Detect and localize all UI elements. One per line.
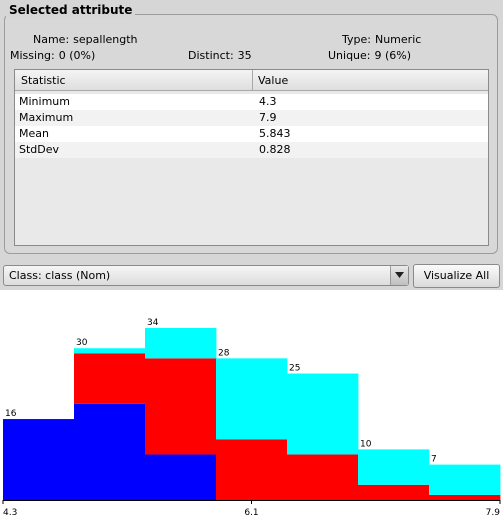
missing-value: 0 (0%) bbox=[58, 49, 96, 62]
stat-cell: Minimum bbox=[19, 95, 70, 108]
type-label: Type: bbox=[342, 33, 371, 46]
distinct-info: Distinct: 35 bbox=[188, 49, 252, 62]
visualize-all-button[interactable]: Visualize All bbox=[413, 264, 500, 288]
histogram-bar-segment bbox=[145, 454, 217, 500]
histogram-bar-segment bbox=[287, 454, 359, 500]
column-header-statistic[interactable]: Statistic bbox=[21, 74, 66, 87]
stat-cell: Maximum bbox=[19, 111, 74, 124]
name-label: Name: bbox=[33, 33, 70, 46]
table-row[interactable]: Mean 5.843 bbox=[15, 126, 488, 142]
value-cell: 0.828 bbox=[259, 143, 291, 156]
chevron-down-icon[interactable] bbox=[390, 266, 408, 285]
x-tick-label: 7.9 bbox=[486, 508, 501, 518]
bar-count-label: 16 bbox=[5, 409, 17, 419]
column-divider[interactable] bbox=[252, 70, 253, 90]
histogram-bar-segment bbox=[216, 358, 288, 440]
value-cell: 4.3 bbox=[259, 95, 277, 108]
statistics-table[interactable]: Statistic Value Minimum 4.3 Maximum 7.9 … bbox=[14, 69, 489, 246]
table-row[interactable]: Maximum 7.9 bbox=[15, 110, 488, 126]
bar-count-label: 28 bbox=[218, 348, 230, 358]
group-title: Selected attribute bbox=[6, 3, 136, 17]
histogram-bar-segment bbox=[74, 348, 146, 354]
attribute-panel: Selected attribute Name: sepallength Type… bbox=[0, 0, 503, 290]
stat-cell: StdDev bbox=[19, 143, 60, 156]
unique-value: 9 (6%) bbox=[374, 49, 412, 62]
missing-info: Missing: 0 (0%) bbox=[10, 49, 95, 62]
histogram-bar-segment bbox=[74, 353, 146, 404]
bar-count-label: 7 bbox=[431, 455, 437, 465]
unique-info: Unique: 9 (6%) bbox=[328, 49, 411, 62]
histogram-bar-segment bbox=[287, 373, 359, 455]
histogram-bar-segment bbox=[74, 403, 146, 500]
x-tick-label: 6.1 bbox=[244, 508, 258, 518]
histogram-bar-segment bbox=[429, 494, 501, 500]
histogram-chart: 16 30 34 28 25 10 7 4.3 6.1 7.9 bbox=[2, 318, 501, 518]
type-info: Type: Numeric bbox=[342, 33, 421, 46]
name-info: Name: sepallength bbox=[33, 33, 138, 46]
value-cell: 5.843 bbox=[259, 127, 291, 140]
histogram-bar-segment bbox=[358, 484, 430, 500]
class-dropdown-value: Class: class (Nom) bbox=[9, 269, 111, 282]
histogram-bar-segment bbox=[429, 464, 501, 495]
bar-count-label: 30 bbox=[76, 338, 88, 348]
table-header: Statistic Value bbox=[15, 70, 488, 91]
column-header-value[interactable]: Value bbox=[258, 74, 289, 87]
histogram-bar-segment bbox=[358, 449, 430, 485]
bar-count-label: 25 bbox=[289, 364, 300, 374]
bar-count-label: 10 bbox=[360, 439, 372, 449]
name-value: sepallength bbox=[73, 33, 138, 46]
x-tick-label: 4.3 bbox=[3, 508, 17, 518]
distinct-label: Distinct: bbox=[188, 49, 234, 62]
missing-label: Missing: bbox=[10, 49, 55, 62]
table-row[interactable]: StdDev 0.828 bbox=[15, 142, 488, 158]
class-dropdown[interactable]: Class: class (Nom) bbox=[3, 265, 409, 286]
histogram-bar-segment bbox=[145, 358, 217, 455]
bar-count-label: 34 bbox=[147, 318, 159, 328]
distinct-value: 35 bbox=[237, 49, 252, 62]
unique-label: Unique: bbox=[328, 49, 371, 62]
histogram-bar-segment bbox=[3, 419, 75, 500]
stat-cell: Mean bbox=[19, 127, 49, 140]
table-row[interactable]: Minimum 4.3 bbox=[15, 94, 488, 110]
histogram-bar-segment bbox=[216, 439, 288, 500]
type-value: Numeric bbox=[374, 33, 422, 46]
value-cell: 7.9 bbox=[259, 111, 277, 124]
histogram-bar-segment bbox=[145, 328, 217, 359]
